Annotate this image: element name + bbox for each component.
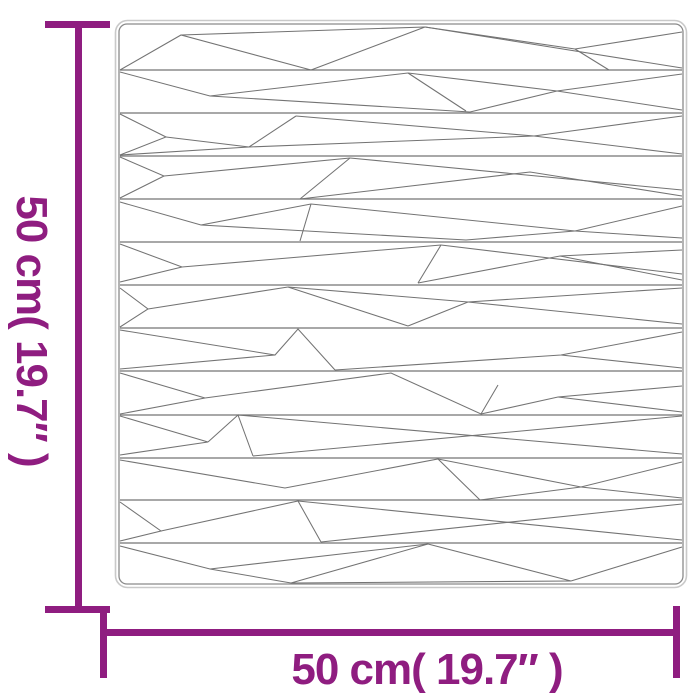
vertical-dimension-bottom-cap — [45, 606, 110, 613]
panel-facet-line — [299, 157, 351, 200]
panel-facet-line — [209, 568, 292, 584]
vertical-dimension-line — [75, 21, 82, 613]
vertical-dimension-top-cap — [45, 21, 110, 28]
horizontal-dimension-left-cap — [100, 606, 107, 678]
panel-stone-pattern — [119, 26, 683, 584]
panel-facet-line — [440, 244, 683, 275]
panel-facet-line — [469, 90, 558, 113]
panel-facet-line — [467, 301, 683, 325]
panel-facet-line — [290, 580, 572, 584]
panel-facet-line — [417, 244, 442, 284]
panel-facet-line — [163, 157, 351, 177]
panel-facet-line — [119, 328, 336, 371]
panel-facet-line — [180, 26, 426, 36]
panel-facet-line — [290, 543, 429, 584]
panel-facet-line — [119, 354, 276, 370]
panel-facet-line — [427, 543, 572, 582]
panel-facet-line — [299, 171, 683, 200]
panel-facet-line — [200, 203, 312, 226]
panel-facet-line — [557, 396, 683, 413]
panel-facet-line — [559, 249, 683, 257]
panel-facet-line — [299, 203, 312, 242]
panel-facet-line — [320, 503, 683, 543]
panel-facet-line — [407, 72, 467, 112]
panel-facet-line — [424, 26, 683, 69]
panel-outer-border — [114, 19, 688, 589]
panel-facet-line — [297, 500, 683, 541]
panel-facet-line — [119, 266, 183, 283]
panel-facet-line — [465, 230, 576, 241]
panel-facet-line — [310, 26, 426, 71]
panel-facet-line — [570, 546, 683, 582]
panel-facet-line — [479, 486, 582, 501]
horizontal-dimension-label: 50 cm( 19.7″ ) — [291, 645, 563, 694]
panel-facet-line — [147, 286, 289, 310]
panel-facet-line — [580, 486, 683, 499]
panel-inner-border — [118, 23, 684, 585]
panel-facet-line — [407, 301, 469, 327]
panel-facet-line — [204, 372, 499, 415]
vertical-dimension-label: 50 cm( 19.7″ ) — [7, 195, 56, 467]
panel-facet-line — [287, 286, 409, 327]
wall-panel-image — [114, 19, 688, 589]
panel-facet-line — [119, 146, 250, 156]
panel-facet-line — [560, 354, 683, 369]
horizontal-dimension-line — [100, 629, 680, 636]
panel-facet-line — [248, 115, 297, 148]
panel-facet-line — [165, 136, 250, 148]
panel-facet-line — [533, 135, 683, 155]
panel-facet-line — [252, 415, 683, 457]
panel-facet-line — [209, 72, 409, 97]
panel-facet-line — [237, 414, 683, 455]
horizontal-dimension-right-cap — [673, 606, 680, 678]
panel-facet-line — [574, 230, 683, 239]
panel-facet-line — [574, 48, 610, 71]
panel-facet-line — [119, 458, 481, 501]
panel-facet-line — [556, 90, 683, 111]
panel-facet-line — [248, 135, 535, 148]
